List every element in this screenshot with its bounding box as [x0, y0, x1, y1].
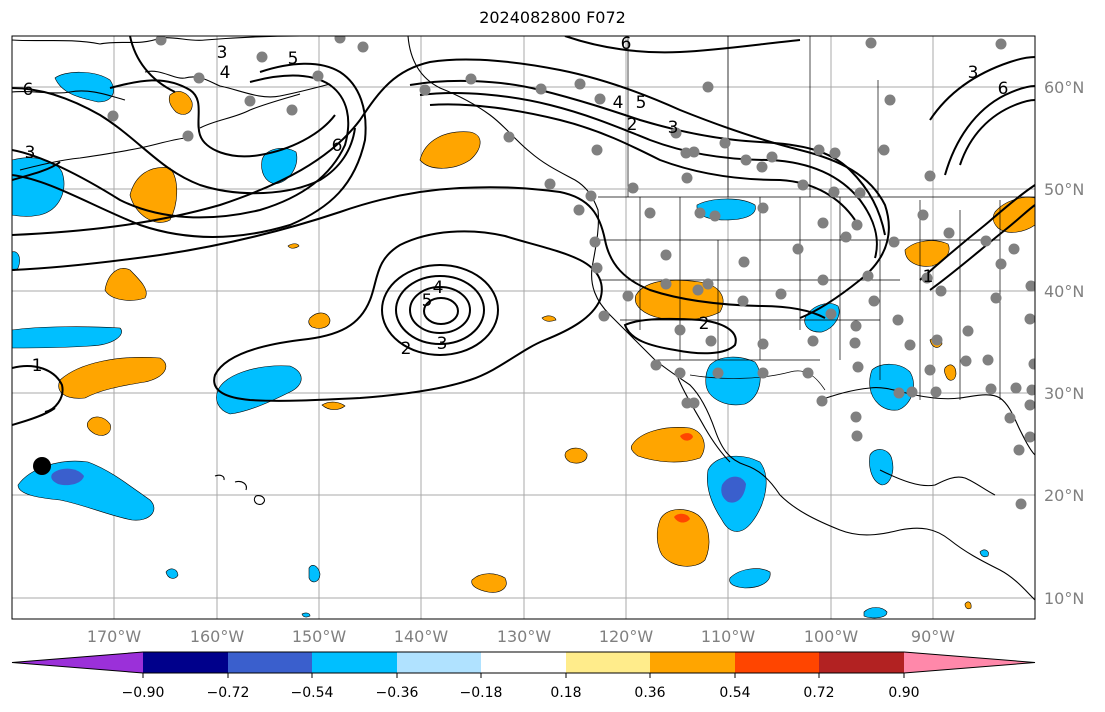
lon-label: 160°W [190, 627, 245, 646]
colorbar-label: 0.54 [719, 685, 750, 701]
map-panel: 6 5 4 3 6 6 3 4 5 2 3 4 5 3 2 2 1 1 3 6 [12, 34, 1035, 619]
contour-label: 3 [668, 118, 679, 138]
lat-label: 20°N [1044, 486, 1084, 505]
strong-negative-anomaly-areas [51, 468, 746, 503]
colorbar-extend-high [904, 652, 1035, 673]
colorbar-swatch [481, 652, 566, 673]
lat-label: 50°N [1044, 180, 1084, 199]
colorbar-swatch [228, 652, 312, 673]
colorbar-label: 0.72 [803, 685, 834, 701]
contour-label: 4 [433, 278, 444, 298]
contour-label: 6 [998, 79, 1009, 99]
colorbar-swatch [312, 652, 397, 673]
colorbar-label: −0.90 [122, 685, 165, 701]
strong-positive-anomaly-areas [674, 433, 693, 523]
lat-label: 10°N [1044, 589, 1084, 608]
colorbar-swatch [650, 652, 735, 673]
colorbar-ticks [142, 673, 905, 678]
contour-label: 1 [923, 267, 934, 287]
colorbar-label: −0.54 [291, 685, 334, 701]
contour-label: 6 [621, 34, 632, 54]
lon-label: 90°W [911, 627, 955, 646]
contour-label: 5 [636, 93, 647, 113]
contour-label: 3 [437, 334, 448, 354]
colorbar-swatch [397, 652, 481, 673]
highlight-marker [33, 457, 51, 475]
colorbar-swatch [735, 652, 819, 673]
contour-label: 5 [288, 49, 299, 69]
colorbar-label: −0.72 [207, 685, 250, 701]
lon-label: 110°W [701, 627, 756, 646]
contour-label: 2 [401, 339, 412, 359]
contour-label: 2 [699, 314, 710, 334]
lat-label: 60°N [1044, 78, 1084, 97]
colorbar-label: −0.36 [376, 685, 419, 701]
lon-label: 120°W [599, 627, 654, 646]
contour-label: 6 [23, 80, 34, 100]
contour-label: 3 [968, 63, 979, 83]
colorbar-extend-low [12, 652, 143, 673]
contour-label: 3 [217, 43, 228, 63]
contour-label: 1 [32, 356, 43, 376]
lon-label: 150°W [292, 627, 347, 646]
station-markers [107, 36, 1035, 510]
lon-label: 130°W [497, 627, 552, 646]
contour-label: 2 [627, 115, 638, 135]
colorbar-swatch [819, 652, 904, 673]
colorbar-swatch [566, 652, 650, 673]
contour-label: 3 [25, 143, 36, 163]
contour-label: 4 [220, 63, 231, 83]
lat-label: 30°N [1044, 384, 1084, 403]
longitude-labels: 170°W 160°W 150°W 140°W 130°W 120°W 110°… [87, 627, 955, 646]
map-title: 2024082800 F072 [479, 8, 626, 27]
colorbar-label: 0.18 [550, 685, 581, 701]
lon-label: 100°W [804, 627, 859, 646]
colorbar-swatch [143, 652, 228, 673]
latitude-labels: 60°N 50°N 40°N 30°N 20°N 10°N [1044, 78, 1084, 608]
colorbar-label: 0.36 [634, 685, 665, 701]
lon-label: 140°W [394, 627, 449, 646]
lon-label: 170°W [87, 627, 142, 646]
colorbar: −0.90 −0.72 −0.54 −0.36 −0.18 0.18 0.36 … [11, 651, 1036, 701]
colorbar-swatches [11, 651, 1036, 674]
map-frame [11, 35, 1036, 620]
contour-label: 4 [613, 93, 624, 113]
colorbar-labels: −0.90 −0.72 −0.54 −0.36 −0.18 0.18 0.36 … [122, 685, 920, 701]
contour-label: 5 [422, 291, 433, 311]
colorbar-label: 0.90 [888, 685, 919, 701]
colorbar-label: −0.18 [460, 685, 503, 701]
contour-label-group: 6 5 4 3 6 6 3 4 5 2 3 4 5 3 2 2 1 1 3 6 [23, 34, 1009, 376]
lat-label: 40°N [1044, 282, 1084, 301]
contour-label: 6 [332, 136, 343, 156]
